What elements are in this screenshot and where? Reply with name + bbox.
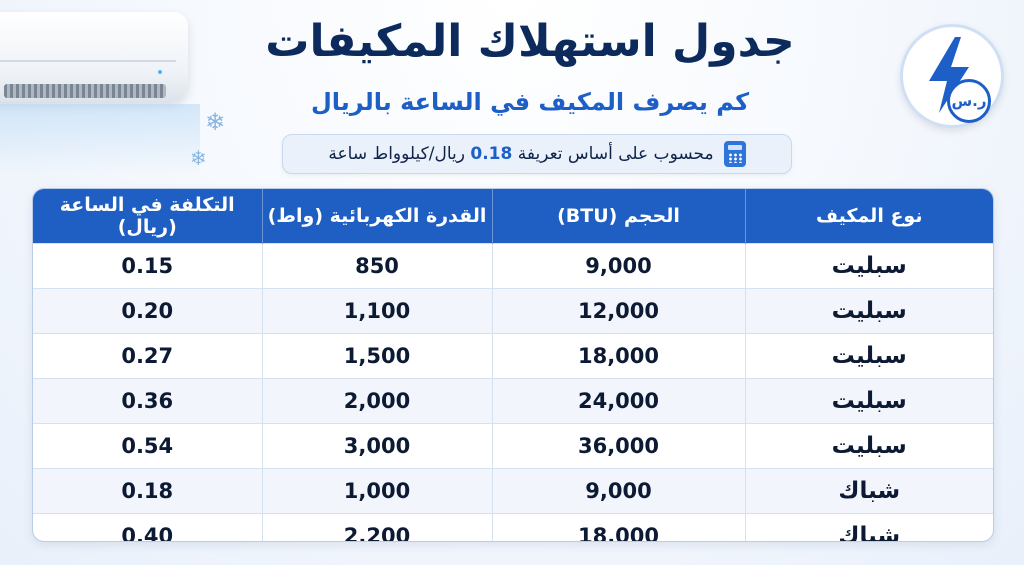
cell-cost: 0.54 (33, 423, 262, 469)
snowflake-icon: ❄ (205, 108, 226, 136)
table-row: سبليت 9,000 850 0.15 (33, 243, 993, 289)
cell-cost: 0.18 (33, 468, 262, 514)
header-btu: الحجم (BTU) (491, 189, 745, 244)
air-conditioner-icon (0, 12, 200, 174)
cell-type: سبليت (744, 378, 993, 424)
table-row: شباك 18,000 2,200 0.40 (33, 513, 993, 541)
cell-type: شباك (744, 513, 993, 541)
cell-btu: 9,000 (491, 468, 745, 514)
cell-cost: 0.27 (33, 333, 262, 379)
tariff-note-text: محسوب على أساس تعريفة 0.18 ريال/كيلوواط … (328, 144, 713, 164)
cell-cost: 0.20 (33, 288, 262, 334)
air-conditioner-led (158, 70, 162, 74)
cell-cost: 0.36 (33, 378, 262, 424)
page-title: جدول استهلاك المكيفات (265, 16, 795, 67)
cell-type: شباك (744, 468, 993, 514)
cell-watt: 1,500 (261, 333, 492, 379)
riyal-coin-icon: ر.س (947, 79, 991, 123)
air-conditioner-vent (4, 84, 166, 98)
cell-btu: 9,000 (491, 243, 745, 289)
table-row: سبليت 24,000 2,000 0.36 (33, 378, 993, 424)
tariff-note: محسوب على أساس تعريفة 0.18 ريال/كيلوواط … (282, 134, 792, 174)
cell-watt: 3,000 (261, 423, 492, 469)
consumption-table: نوع المكيف الحجم (BTU) القدرة الكهربائية… (32, 188, 994, 542)
cell-btu: 12,000 (491, 288, 745, 334)
cell-type: سبليت (744, 423, 993, 469)
cell-cost: 0.15 (33, 243, 262, 289)
cell-type: سبليت (744, 333, 993, 379)
cell-type: سبليت (744, 288, 993, 334)
cell-watt: 1,100 (261, 288, 492, 334)
cell-watt: 2,200 (261, 513, 492, 541)
cell-btu: 18,000 (491, 333, 745, 379)
tariff-note-suffix: ريال/كيلوواط ساعة (328, 144, 465, 164)
header-type: نوع المكيف (744, 189, 993, 244)
page-subtitle: كم يصرف المكيف في الساعة بالريال (310, 88, 750, 116)
snowflake-icon: ❄ (190, 146, 207, 170)
table-header-row: نوع المكيف الحجم (BTU) القدرة الكهربائية… (33, 189, 993, 244)
cell-watt: 850 (261, 243, 492, 289)
air-conditioner-seam (0, 60, 176, 62)
calculator-icon (723, 141, 746, 167)
cell-btu: 24,000 (491, 378, 745, 424)
tariff-value: 0.18 (470, 144, 513, 164)
lightning-bolt-icon (929, 37, 969, 113)
cell-type: سبليت (744, 243, 993, 289)
cell-btu: 18,000 (491, 513, 745, 541)
cell-watt: 2,000 (261, 378, 492, 424)
table-row: سبليت 12,000 1,100 0.20 (33, 288, 993, 334)
tariff-note-prefix: محسوب على أساس تعريفة (517, 144, 714, 164)
cell-cost: 0.40 (33, 513, 262, 541)
riyal-energy-badge: ر.س (900, 24, 1004, 128)
cell-watt: 1,000 (261, 468, 492, 514)
table-row: سبليت 18,000 1,500 0.27 (33, 333, 993, 379)
cell-btu: 36,000 (491, 423, 745, 469)
header-cost: التكلفة في الساعة (ريال) (33, 189, 262, 244)
cold-airflow (0, 104, 200, 174)
header-watt: القدرة الكهربائية (واط) (261, 189, 492, 244)
table-row: سبليت 36,000 3,000 0.54 (33, 423, 993, 469)
air-conditioner-body (0, 12, 188, 102)
table-row: شباك 9,000 1,000 0.18 (33, 468, 993, 514)
